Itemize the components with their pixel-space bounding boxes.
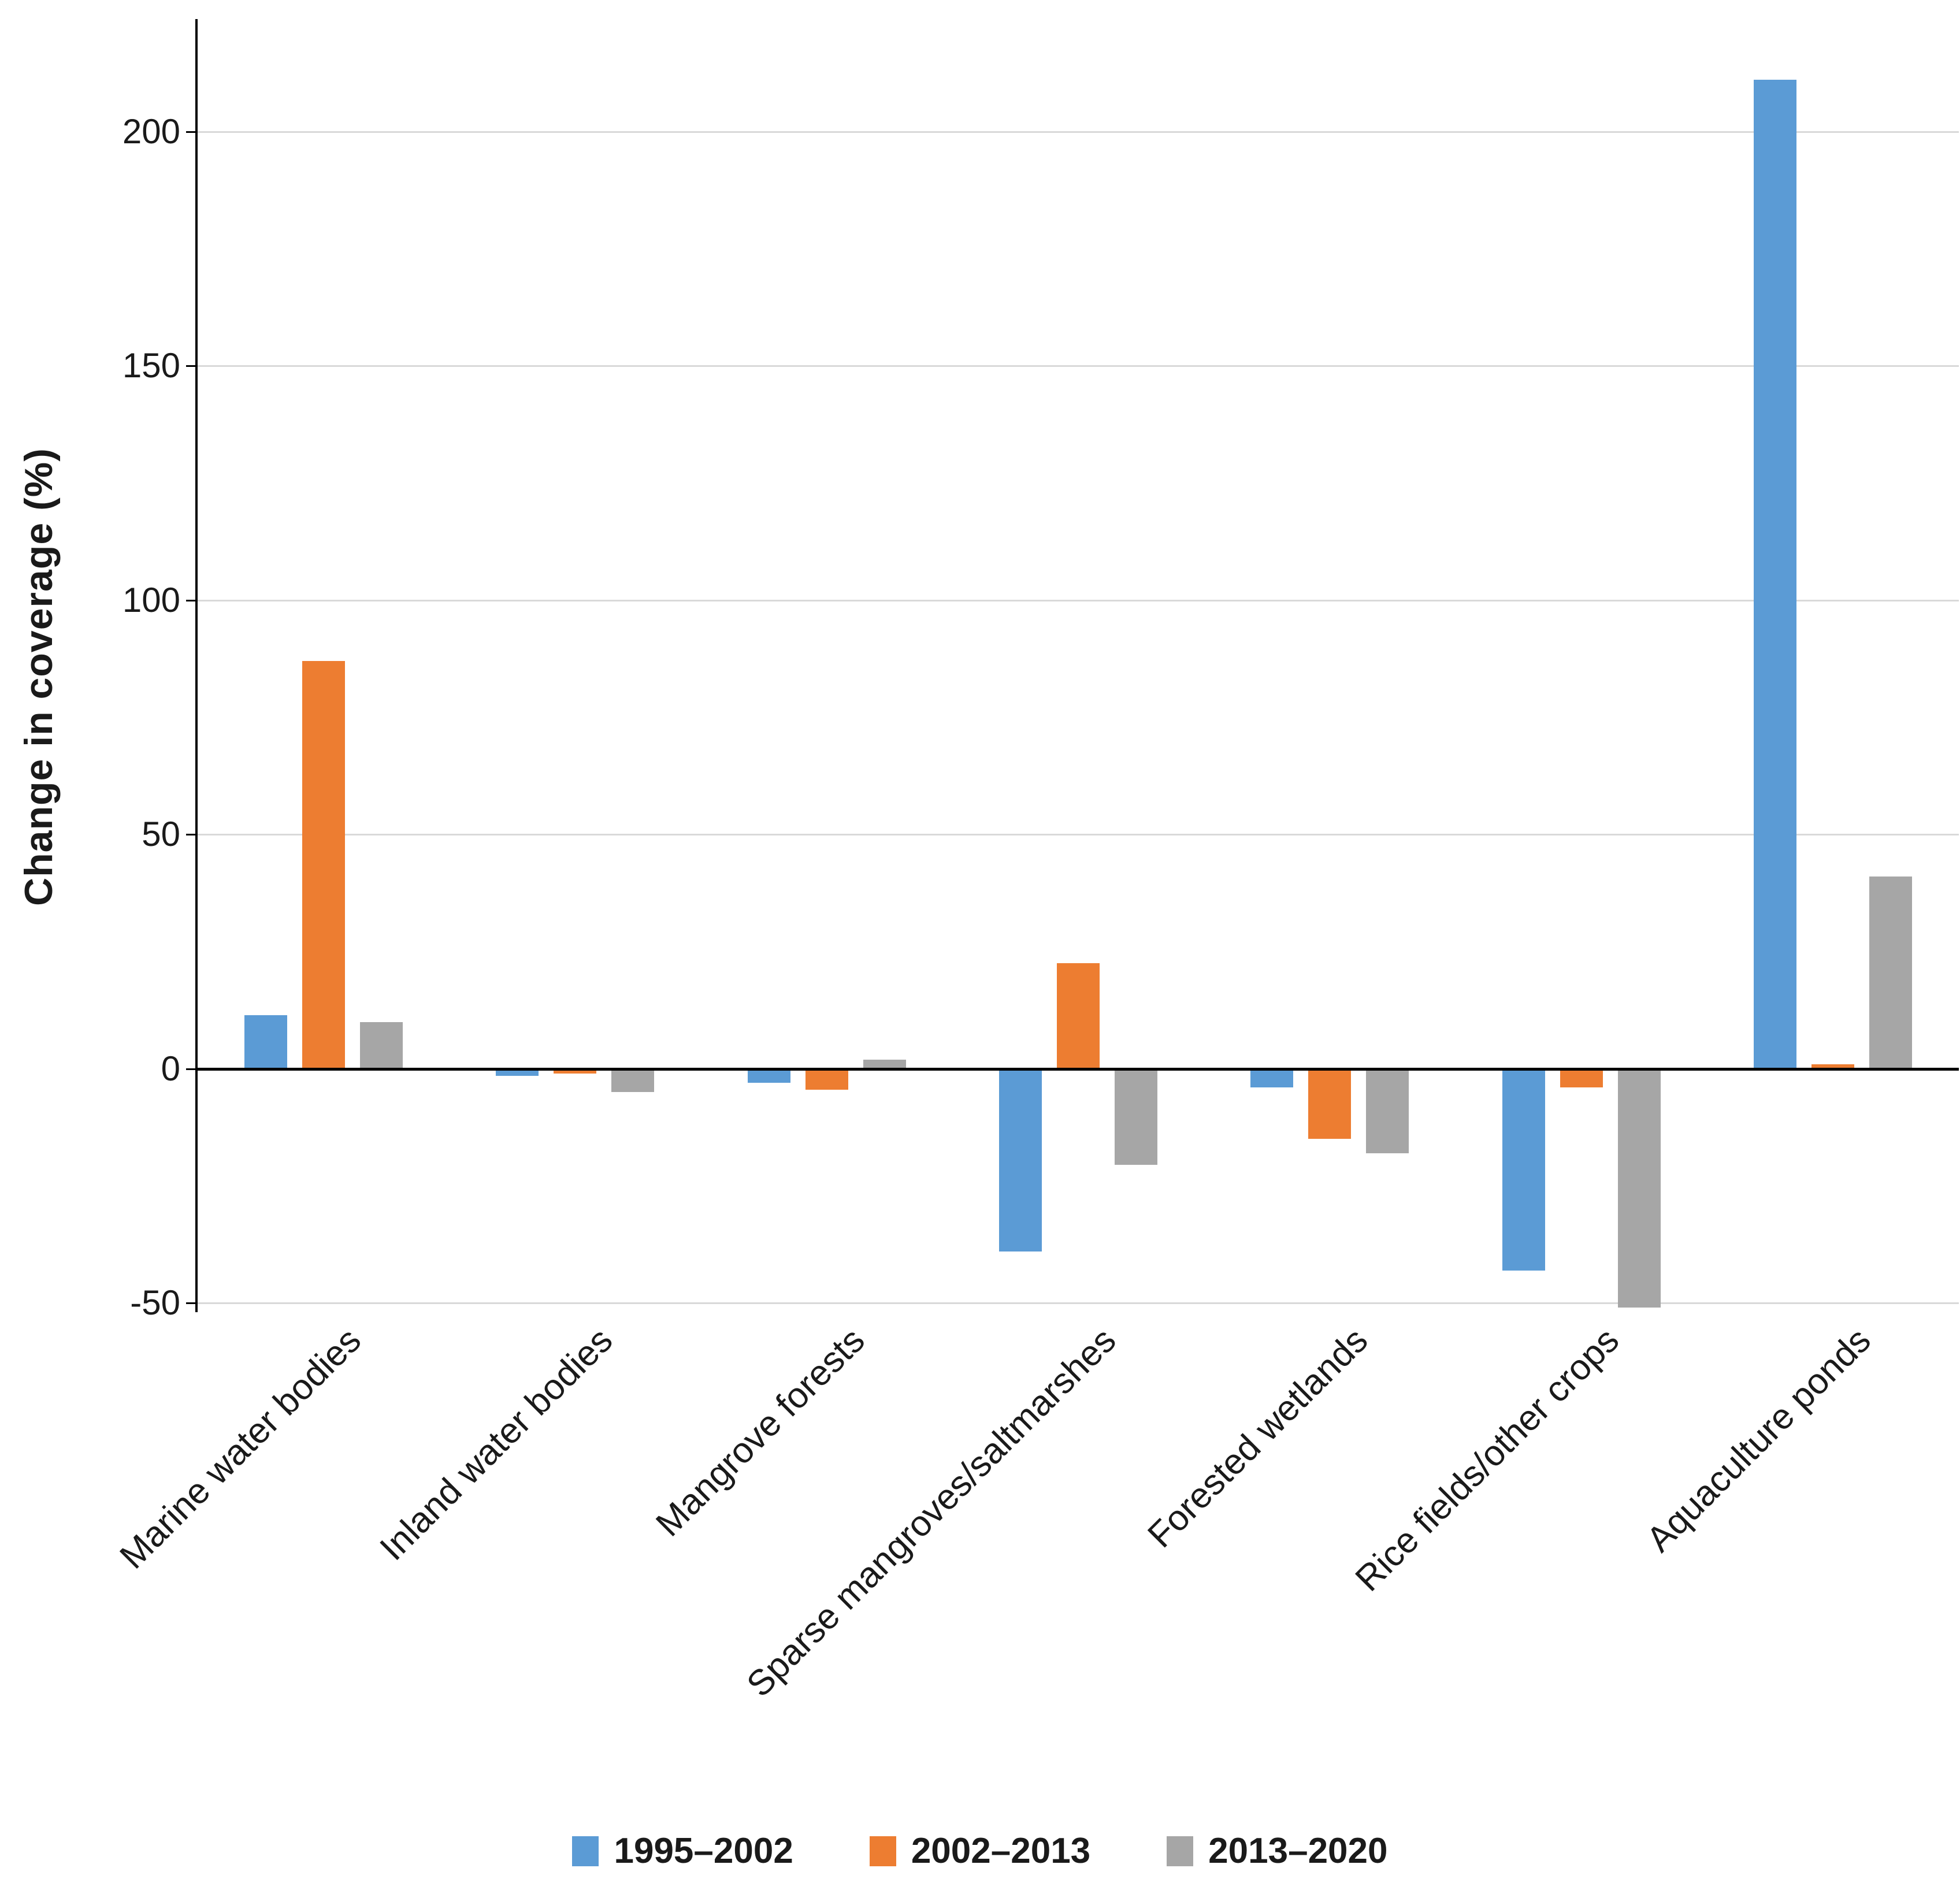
bar-2013-2020-cat4 [1366,1068,1409,1153]
gridline-100 [198,599,1959,601]
legend-item: 2002–2013 [869,1830,1091,1871]
gridline-200 [198,131,1959,133]
legend-label: 2002–2013 [911,1831,1091,1871]
y-tick-label: -50 [130,1283,180,1323]
y-axis-tick [186,599,195,601]
bar-2002-2013-cat1 [554,1068,597,1074]
bar-2002-2013-cat0 [302,661,345,1069]
gridline--50 [198,1302,1959,1305]
y-axis-tick [186,131,195,133]
legend-label: 2013–2020 [1208,1831,1388,1871]
x-axis-line [198,1067,1959,1071]
y-tick-label: 200 [122,112,180,151]
bar-2013-2020-cat3 [1115,1068,1157,1165]
legend-item: 1995–2002 [572,1830,793,1871]
plot-area [195,19,1959,1331]
legend-item: 2013–2020 [1167,1830,1388,1871]
category-label: Mangrove forests [648,1320,873,1544]
bar-2013-2020-cat5 [1617,1068,1661,1308]
category-label: Marine water bodies [112,1320,369,1577]
gridline-50 [198,834,1959,836]
category-label: Aquaculture ponds [1639,1320,1879,1560]
category-label: Rice fields/other crops [1348,1320,1627,1599]
bar-1995-2002-cat5 [1502,1068,1545,1271]
bar-2002-2013-cat6 [1811,1064,1855,1069]
bar-1995-2002-cat1 [496,1068,539,1076]
y-axis-tick [186,365,195,367]
legend-swatch-2002-2013 [869,1836,896,1866]
bar-1995-2002-cat6 [1754,80,1797,1069]
legend: 1995–2002 2002–2013 2013–2020 [0,1830,1960,1871]
bar-2013-2020-cat6 [1869,877,1913,1069]
bar-2013-2020-cat0 [359,1022,403,1069]
gridline-150 [198,365,1959,367]
category-label: Forested wetlands [1140,1320,1376,1556]
y-tick-label: 50 [142,815,180,854]
y-axis-tick [186,1302,195,1305]
y-tick-label: 0 [161,1049,180,1088]
y-axis-tick [186,1068,195,1070]
legend-label: 1995–2002 [614,1831,793,1871]
bar-1995-2002-cat3 [999,1068,1042,1252]
legend-swatch-1995-2002 [572,1836,599,1866]
y-tick-label: 150 [122,346,180,385]
bar-2013-2020-cat2 [863,1059,906,1069]
legend-swatch-2013-2020 [1167,1836,1194,1866]
bar-2013-2020-cat1 [611,1068,655,1093]
bar-1995-2002-cat0 [244,1015,287,1069]
y-axis-line [195,19,198,1313]
bar-2002-2013-cat3 [1057,963,1100,1069]
bar-1995-2002-cat4 [1250,1068,1294,1088]
bar-2002-2013-cat2 [805,1068,848,1090]
bar-2002-2013-cat5 [1560,1068,1603,1088]
y-tick-label: 100 [122,580,180,619]
bar-1995-2002-cat2 [747,1068,790,1083]
y-axis-tick [186,834,195,836]
bar-2002-2013-cat4 [1308,1068,1352,1139]
category-label: Inland water bodies [372,1320,621,1569]
